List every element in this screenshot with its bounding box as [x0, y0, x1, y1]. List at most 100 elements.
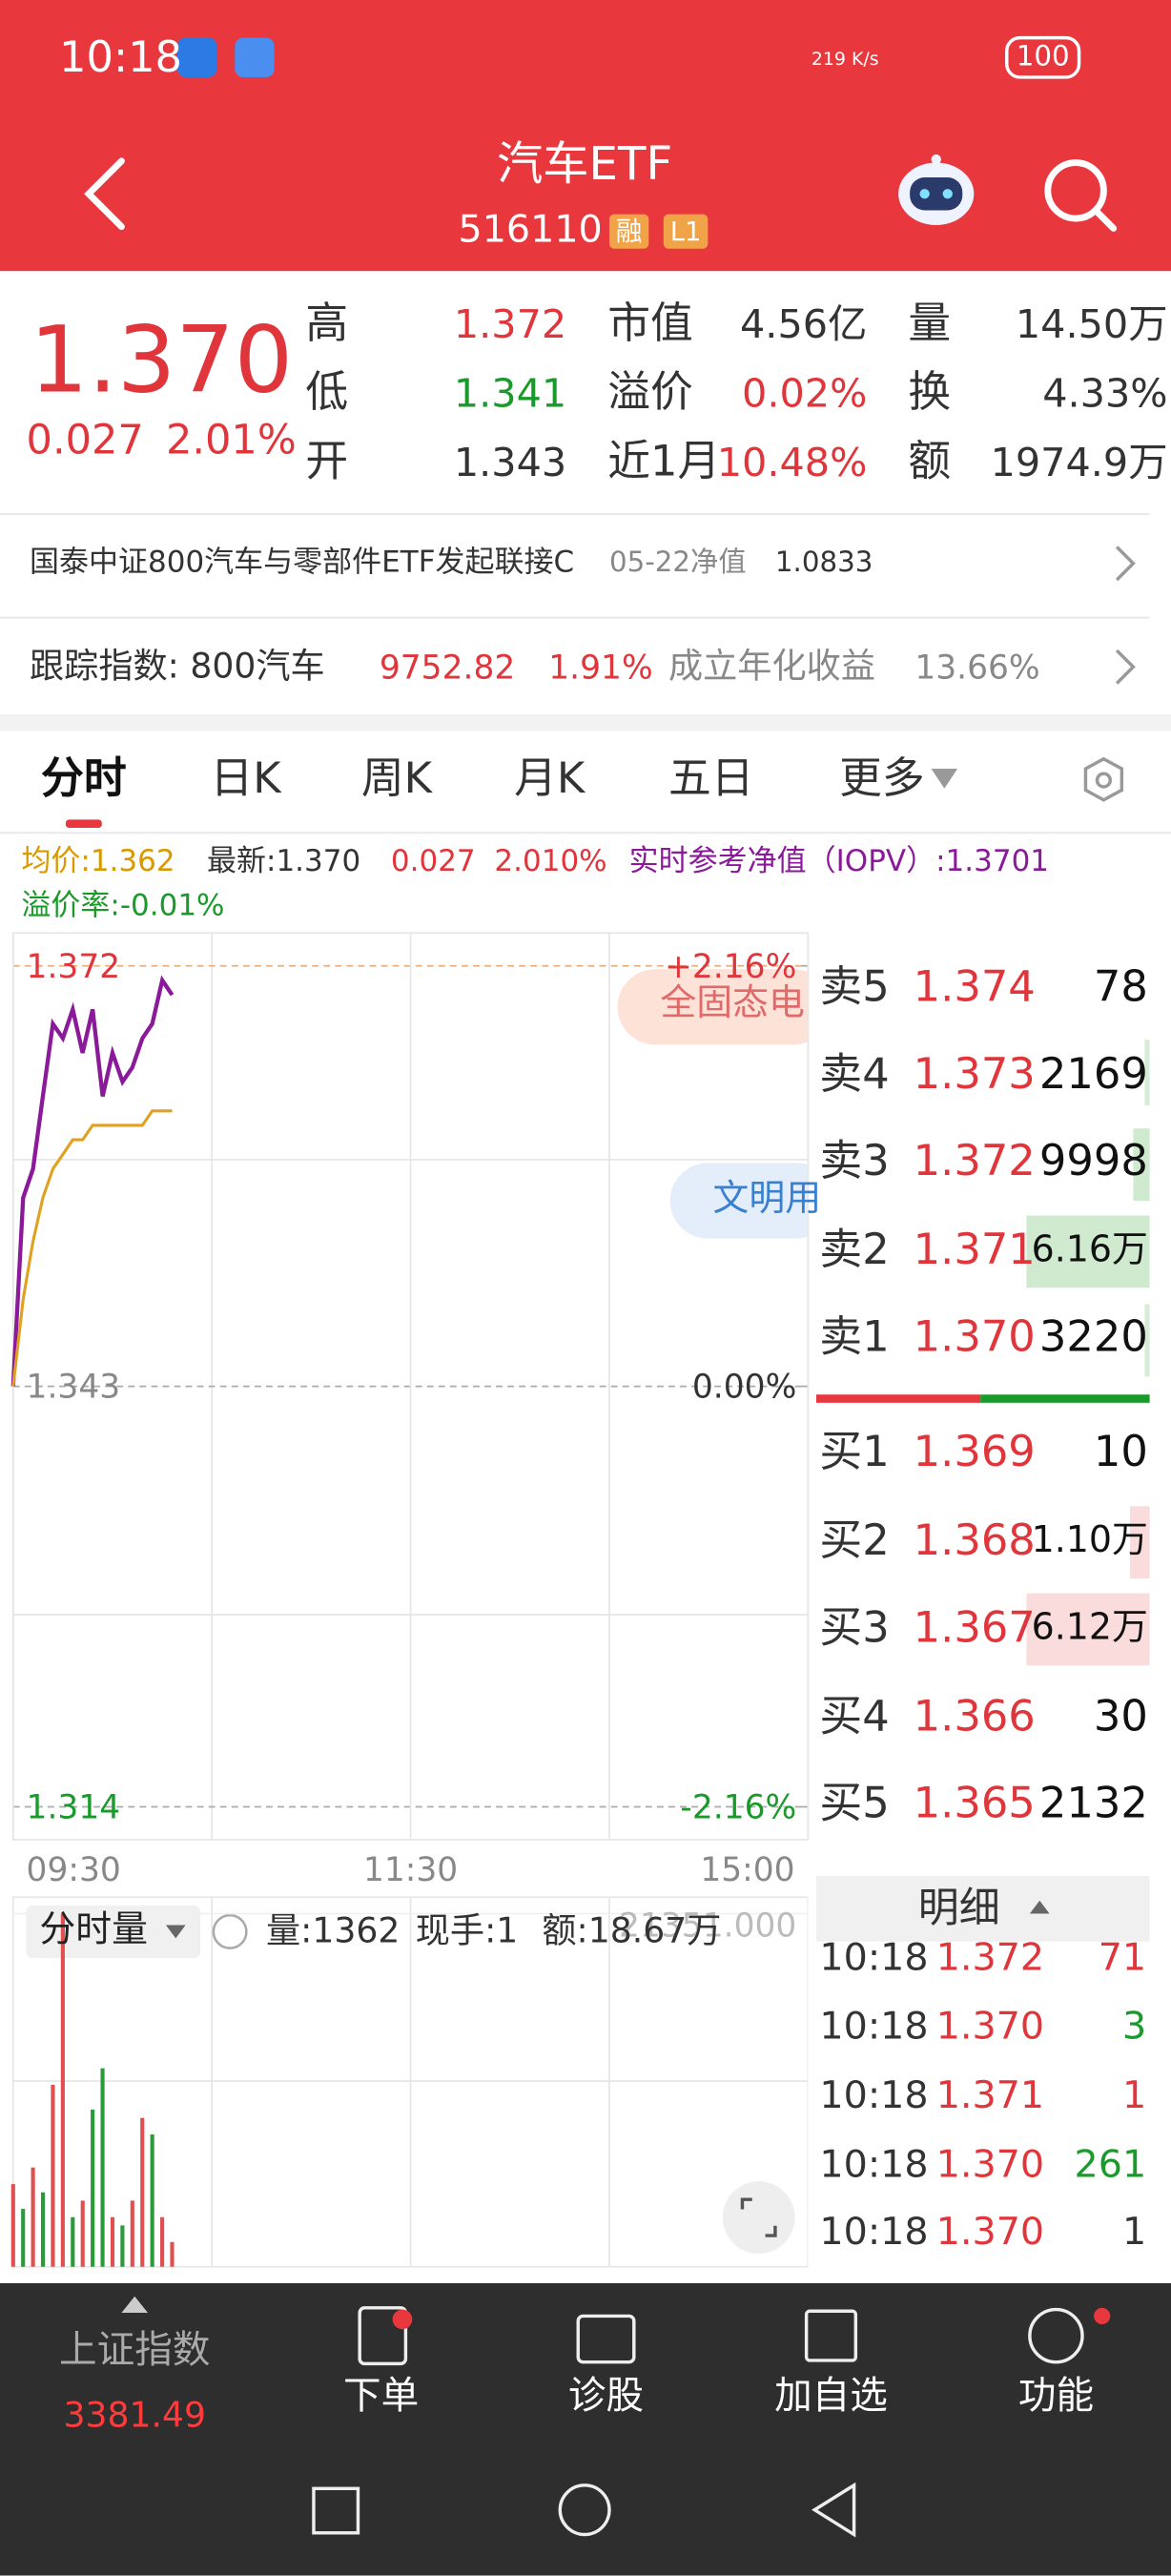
trade-price: 1.372 [935, 1936, 1045, 1980]
level-label: 卖5 [819, 962, 890, 1013]
return-label: 成立年化收益 [668, 646, 875, 686]
level-label: 卖4 [819, 1050, 890, 1100]
tab[interactable]: 月K [514, 754, 586, 804]
nav-back[interactable] [811, 2482, 856, 2538]
search-handle [1092, 207, 1118, 232]
trade-time: 10:18 [819, 2143, 929, 2187]
tab[interactable]: 分时 [41, 754, 127, 804]
volume-bar [160, 2216, 165, 2267]
tab[interactable]: 日K [210, 754, 281, 804]
stat-label: 低 [305, 368, 349, 419]
nav-button[interactable]: 功能 [1017, 2375, 1095, 2419]
y2-tick-label: -2.16% [680, 1786, 797, 1827]
y2-tick-label: 0.00% [691, 1366, 797, 1407]
level-price: 1.370 [913, 1312, 1036, 1363]
app-icon [177, 37, 217, 77]
section-gap [0, 714, 1171, 732]
tab-underline [65, 819, 102, 829]
nav-value: 1.0833 [774, 546, 873, 580]
trade-time: 10:18 [819, 2074, 929, 2118]
level-label: 买1 [819, 1428, 890, 1478]
nav-button[interactable]: 加自选 [774, 2375, 888, 2419]
level-price: 1.369 [913, 1428, 1036, 1478]
level-volume: 9998 [1038, 1137, 1148, 1187]
index-change: 1.91% [548, 647, 653, 687]
tag-pill[interactable] [617, 969, 832, 1045]
stat-value: 1974.9万 [990, 439, 1168, 486]
volume-bar [100, 2068, 105, 2267]
badge: L1 [663, 214, 709, 250]
depth-bar [1129, 1506, 1150, 1579]
selector[interactable]: 分时量 [39, 1909, 149, 1951]
watchlist-icon[interactable] [804, 2309, 858, 2362]
search-button[interactable] [1044, 159, 1107, 222]
level-price: 1.365 [913, 1779, 1036, 1829]
trade-time: 10:18 [819, 2211, 929, 2255]
expand-button[interactable] [722, 2181, 795, 2254]
tab[interactable]: 更多 [839, 754, 925, 804]
volume-bar [80, 2200, 85, 2267]
badge: 融 [608, 214, 649, 250]
level-price: 1.366 [913, 1692, 1036, 1742]
level-label: 卖1 [819, 1312, 890, 1363]
stat-label: 量 [908, 299, 952, 349]
clock: 10:18 [59, 33, 183, 83]
level-volume: 1.10万 [1031, 1520, 1148, 1562]
stat-value: 4.56亿 [740, 301, 868, 348]
tag[interactable]: 全固态电 [660, 983, 805, 1025]
stat-label: 额 [908, 437, 952, 487]
nav-button[interactable]: 诊股 [567, 2375, 645, 2419]
ratio-bar [980, 1394, 1150, 1403]
index-label[interactable]: 跟踪指数: 800汽车 [30, 646, 325, 686]
help-icon[interactable] [212, 1913, 248, 1949]
detail-header[interactable] [815, 1875, 1150, 1942]
tab[interactable]: 周K [360, 754, 433, 804]
y-tick-label: 1.314 [26, 1786, 121, 1827]
diagnose-icon[interactable] [576, 2314, 636, 2364]
trade-time: 10:18 [819, 1936, 929, 1980]
nav-home[interactable] [558, 2483, 611, 2537]
settings-icon[interactable] [1083, 756, 1124, 802]
volume: 量:1362 [266, 1910, 401, 1951]
nav-button[interactable]: 下单 [342, 2375, 420, 2419]
chevron[interactable] [1115, 546, 1136, 582]
assistant-icon[interactable] [898, 154, 975, 225]
volume-bar [10, 2184, 15, 2267]
x-tick-label: 09:30 [26, 1849, 121, 1889]
stat-value: 0.02% [742, 370, 868, 417]
volume-bar [71, 2216, 75, 2267]
stat-label: 近1月 [607, 437, 721, 487]
dropdown-arrow [931, 769, 958, 789]
tag-pill[interactable] [669, 1163, 834, 1239]
trade-volume: 3 [1121, 2006, 1147, 2050]
price-line [10, 975, 175, 1387]
volume-bar [140, 2117, 145, 2267]
y2-tick-label: +2.16% [665, 946, 797, 986]
x-tick-label: 11:30 [362, 1849, 459, 1889]
level-label: 买3 [819, 1603, 890, 1654]
nav-recent[interactable] [312, 2486, 360, 2535]
chevron[interactable] [1115, 649, 1136, 685]
stat-value: 14.50万 [1015, 301, 1168, 348]
latest: 最新:1.370 [207, 844, 361, 879]
level-label: 卖2 [819, 1226, 890, 1276]
order-icon[interactable] [358, 2306, 408, 2366]
trade-volume: 1 [1121, 2211, 1147, 2255]
back-button[interactable] [84, 157, 125, 231]
volume-bar [40, 2192, 46, 2267]
expand-arrow[interactable] [121, 2296, 149, 2313]
app-icon [235, 37, 275, 77]
detail-title: 明细 [917, 1884, 1000, 1932]
tag[interactable]: 文明用 [712, 1179, 822, 1221]
fund-name[interactable]: 国泰中证800汽车与零部件ETF发起联接C [30, 546, 575, 581]
depth-bar [1133, 1128, 1150, 1202]
function-icon[interactable] [1028, 2307, 1084, 2364]
ratio-bar [815, 1394, 981, 1403]
tab[interactable]: 五日 [668, 754, 754, 804]
selector-box[interactable] [26, 1905, 201, 1958]
index-name[interactable]: 上证指数 [59, 2329, 211, 2373]
depth-bar [1026, 1215, 1150, 1288]
level-price: 1.367 [913, 1603, 1036, 1654]
